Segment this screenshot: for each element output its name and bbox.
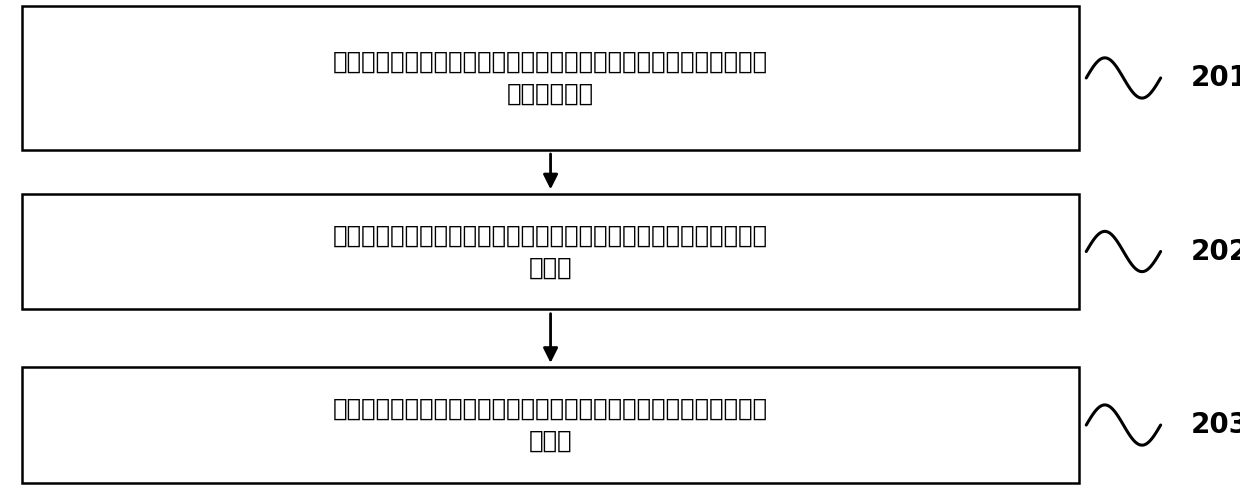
Text: 双屏终端根据第一信息，将两个显示屏中朝向用户的显示屏设定为主: 双屏终端根据第一信息，将两个显示屏中朝向用户的显示屏设定为主 bbox=[334, 223, 768, 247]
FancyBboxPatch shape bbox=[22, 367, 1079, 483]
Text: 在双屏终端的两个显示屏中的任一显示屏处于熄屏状态时，双屏终端: 在双屏终端的两个显示屏中的任一显示屏处于熄屏状态时，双屏终端 bbox=[334, 50, 768, 74]
Text: 获取第一信息: 获取第一信息 bbox=[507, 82, 594, 106]
FancyBboxPatch shape bbox=[22, 194, 1079, 309]
Text: 203: 203 bbox=[1190, 411, 1240, 439]
Text: 201: 201 bbox=[1190, 64, 1240, 92]
Text: 显示屏: 显示屏 bbox=[528, 256, 573, 280]
Text: 202: 202 bbox=[1190, 237, 1240, 266]
FancyBboxPatch shape bbox=[22, 7, 1079, 150]
Text: 电源键: 电源键 bbox=[528, 429, 573, 453]
Text: 双屏终端将主显示屏所在面的第一侧边上的按键定义为该主显示屏的: 双屏终端将主显示屏所在面的第一侧边上的按键定义为该主显示屏的 bbox=[334, 397, 768, 421]
